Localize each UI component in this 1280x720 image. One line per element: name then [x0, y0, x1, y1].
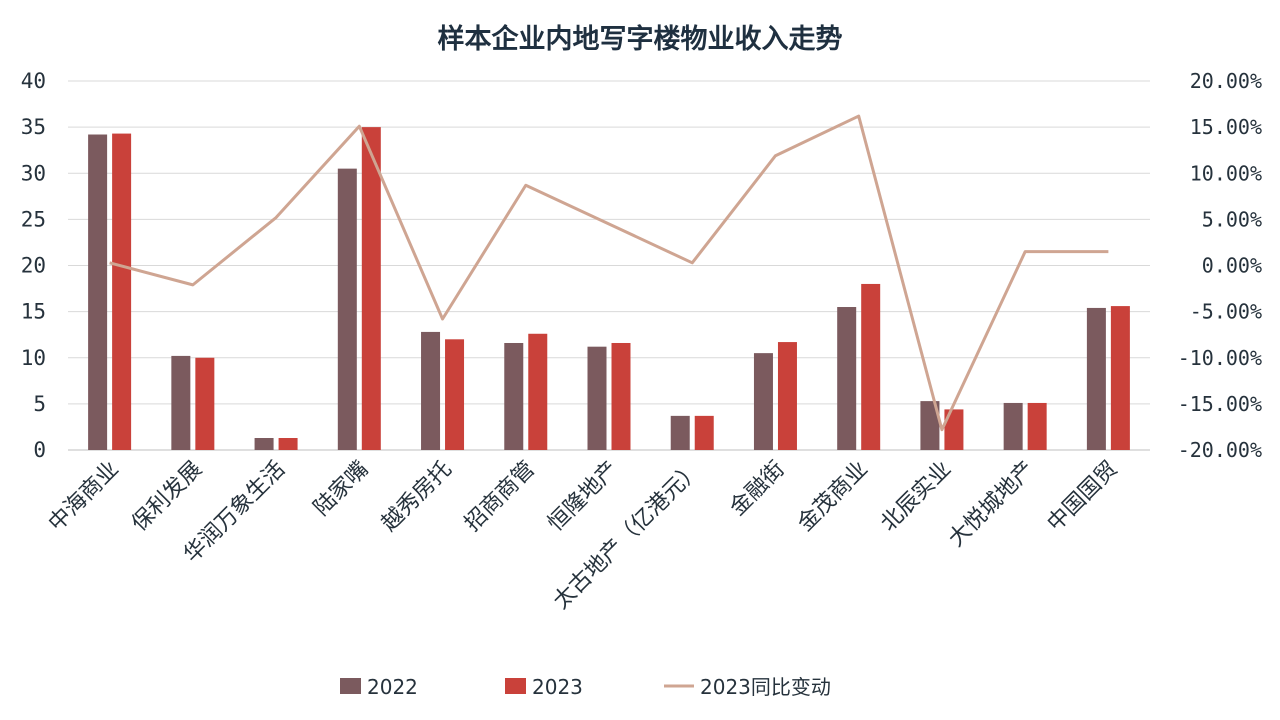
bar-2022 [753, 353, 773, 450]
right-tick-label: 20.00% [1190, 69, 1262, 93]
right-tick-label: 5.00% [1202, 207, 1262, 231]
left-tick-label: 5 [33, 392, 46, 416]
bar-2023 [528, 333, 548, 450]
bar-2022 [587, 346, 607, 450]
category-label: 越秀房托 [377, 457, 457, 537]
right-tick-label: -20.00% [1178, 438, 1262, 462]
yoy-line [109, 114, 1109, 432]
legend-swatch [505, 678, 526, 694]
category-label: 大悦城地产 [944, 457, 1039, 552]
left-tick-label: 10 [21, 346, 46, 370]
bar-2023 [611, 342, 631, 450]
bar-2022 [421, 331, 441, 450]
gridlines [68, 80, 1150, 451]
bar-2022 [504, 342, 524, 450]
left-tick-label: 30 [21, 161, 46, 185]
right-tick-label: 0.00% [1202, 254, 1262, 278]
bar-2023 [278, 438, 298, 450]
category-label: 金融街 [725, 457, 789, 521]
category-label: 金茂商业 [793, 457, 873, 537]
right-tick-label: -5.00% [1190, 300, 1262, 324]
right-tick-label: 15.00% [1190, 115, 1262, 139]
bar-2023 [1110, 306, 1130, 450]
bars [88, 127, 1130, 450]
category-label: 北辰实业 [876, 457, 956, 537]
series-line [109, 114, 1109, 432]
bar-2022 [254, 438, 274, 450]
bar-2023 [944, 409, 964, 450]
left-tick-label: 40 [21, 69, 46, 93]
bar-2022 [337, 168, 357, 450]
legend-swatch [340, 678, 361, 694]
legend: 2022 2023 2023同比变动 [340, 675, 831, 699]
legend-label: 2022 [367, 675, 418, 699]
bar-2022 [670, 415, 690, 450]
bar-2023 [112, 133, 132, 450]
category-label: 太古地产（亿港元） [549, 457, 707, 615]
bar-2023 [694, 415, 714, 450]
right-tick-label: -10.00% [1178, 346, 1262, 370]
bar-2023 [1027, 402, 1047, 450]
right-axis: -20.00% -15.00% -10.00% -5.00% 0.00% 5.00% 10.… [1178, 69, 1262, 462]
legend-label: 2023同比变动 [700, 675, 831, 699]
left-tick-label: 15 [21, 300, 46, 324]
legend-label: 2023 [532, 675, 583, 699]
bar-2023 [195, 357, 215, 450]
left-tick-label: 0 [33, 438, 46, 462]
bar-2022 [88, 134, 108, 450]
right-tick-label: 10.00% [1190, 161, 1262, 185]
category-label: 陆家嘴 [309, 457, 373, 521]
category-label: 招商商管 [460, 457, 540, 537]
bar-2022 [171, 355, 191, 450]
right-tick-label: -15.00% [1178, 392, 1262, 416]
bar-2022 [1086, 307, 1106, 450]
category-label: 中海商业 [44, 457, 124, 537]
bar-2022 [837, 307, 857, 450]
left-tick-label: 35 [21, 115, 46, 139]
left-tick-label: 20 [21, 254, 46, 278]
chart-title: 样本企业内地写字楼物业收入走势 [438, 23, 843, 55]
bar-2023 [445, 339, 465, 450]
left-axis: 0 5 10 15 20 25 30 35 40 [21, 69, 46, 462]
category-label: 中国国贸 [1043, 457, 1123, 537]
category-label: 恒隆地产 [543, 457, 623, 537]
left-tick-label: 25 [21, 207, 46, 231]
bar-2022 [1003, 402, 1023, 450]
bar-2023 [361, 127, 381, 450]
bar-2023 [861, 283, 881, 450]
bar-2023 [777, 342, 797, 450]
bar-2022 [920, 401, 940, 450]
category-label: 保利发展 [127, 457, 207, 537]
